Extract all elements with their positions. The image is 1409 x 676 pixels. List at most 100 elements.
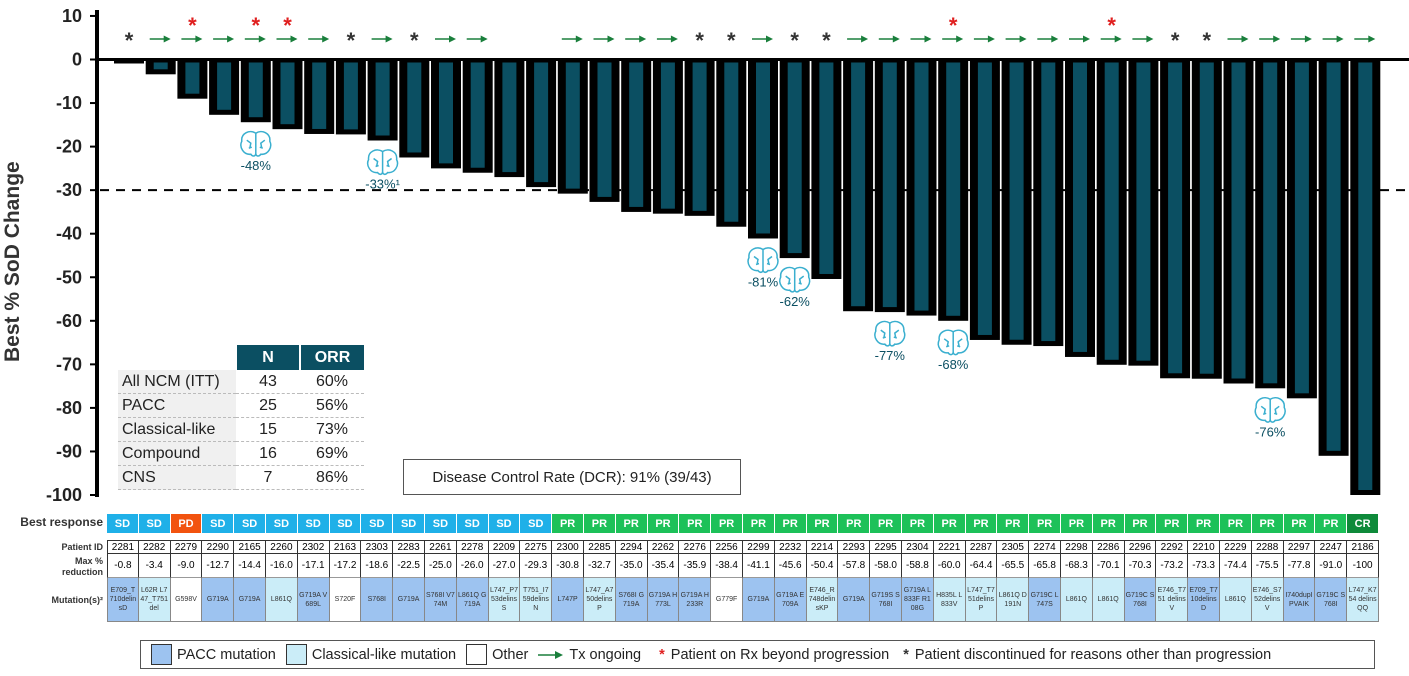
y-tick-label: -30 <box>56 180 82 200</box>
response-badge: PR <box>997 514 1030 533</box>
response-badge: SD <box>488 514 521 533</box>
patient-id-cell: 2214 <box>806 540 839 554</box>
bar <box>819 62 834 274</box>
patient-id-cell: 2262 <box>647 540 680 554</box>
patient-id-cell: 2163 <box>329 540 362 554</box>
summary-n: 43 <box>236 370 300 394</box>
arrow-head-icon <box>956 35 964 43</box>
max-reduction-cell: -58.8 <box>902 554 934 578</box>
y-tick-label: 10 <box>62 6 82 26</box>
arrow-head-icon <box>575 35 583 43</box>
mutation-cell: G719A H233R <box>679 578 712 622</box>
y-tick-label: -70 <box>56 354 82 374</box>
gray-asterisk-icon: * <box>1203 28 1212 53</box>
max-reduction-cell: -41.1 <box>743 554 775 578</box>
orr-summary-table: N ORR All NCM (ITT) 43 60% PACC 25 56% Classica… <box>117 345 364 490</box>
response-badge: SD <box>329 514 362 533</box>
mutation-cell: G719A L833F R108G <box>902 578 934 622</box>
response-badge: SD <box>361 514 394 533</box>
gray-asterisk-icon: * <box>125 28 134 53</box>
bar <box>914 62 929 311</box>
mutation-cell: G779F <box>711 578 743 622</box>
bar <box>660 62 675 209</box>
response-badge: SD <box>138 514 171 533</box>
response-badge: PR <box>711 514 743 533</box>
bar <box>153 62 168 70</box>
mutation-cell: L861Q <box>266 578 298 622</box>
summary-row: CNS 7 86% <box>118 465 364 490</box>
patient-id-cell: 2282 <box>138 540 171 554</box>
max-reduction-cell: -74.4 <box>1220 554 1252 578</box>
gray-asterisk-icon: * <box>790 28 799 53</box>
mutation-cell: S768I G719A <box>615 578 648 622</box>
summary-label: Classical-like <box>118 417 236 442</box>
mutation-cell: S720F <box>329 578 362 622</box>
max-reduction-cell: -17.2 <box>329 554 362 578</box>
max-reduction-cell: -32.7 <box>584 554 616 578</box>
max-reduction-cell: -64.4 <box>965 554 998 578</box>
y-tick-label: -40 <box>56 224 82 244</box>
response-badge: PR <box>1124 514 1157 533</box>
summary-orr: 86% <box>300 465 364 490</box>
cns-response-label: -33%¹ <box>365 177 400 192</box>
arrow-head-icon <box>227 35 235 43</box>
legend-beyond-label: Patient on Rx beyond progression <box>670 646 890 663</box>
classical-swatch <box>285 644 307 665</box>
patient-id-cell: 2274 <box>1029 540 1061 554</box>
patient-id-cell: 2296 <box>1124 540 1157 554</box>
arrow-head-icon <box>163 35 171 43</box>
legend: PACC mutation Classical-like mutation Ot… <box>140 640 1375 669</box>
arrow-head-icon <box>1114 35 1122 43</box>
cns-response-label: -68% <box>938 357 969 372</box>
y-tick-label: -90 <box>56 441 82 461</box>
response-badge: PR <box>1156 514 1189 533</box>
red-asterisk-icon: * <box>949 13 958 38</box>
arrow-head-icon <box>1273 35 1281 43</box>
response-badge: PR <box>647 514 680 533</box>
patient-id-cell: 2256 <box>711 540 743 554</box>
bar <box>1199 62 1214 374</box>
bar <box>1104 62 1119 360</box>
legend-discontinued: * Patient discontinued for reasons other … <box>903 647 1271 663</box>
red-asterisk-icon: * <box>252 13 261 38</box>
y-tick-label: -100 <box>46 485 82 505</box>
cns-response-label: -77% <box>875 348 906 363</box>
max-reduction-cell: -3.4 <box>138 554 171 578</box>
bar <box>1294 62 1309 394</box>
arrow-head-icon <box>607 35 615 43</box>
max-reduction-cell: -29.3 <box>520 554 553 578</box>
arrow-head-icon <box>1146 35 1154 43</box>
bar <box>217 62 232 110</box>
gray-asterisk-icon: * <box>727 28 736 53</box>
response-badge: PR <box>965 514 998 533</box>
max-reduction-cell: -70.1 <box>1092 554 1125 578</box>
row-label-patient-id: Patient ID <box>61 542 103 552</box>
mutation-cell: L861Q D191N <box>997 578 1030 622</box>
arrow-head-icon <box>290 35 298 43</box>
response-badge: SD <box>202 514 235 533</box>
max-reduction-cell: -18.6 <box>361 554 394 578</box>
max-reduction-cell: -14.4 <box>234 554 266 578</box>
bar-outline <box>114 59 144 64</box>
max-reduction-cell: -75.5 <box>1251 554 1284 578</box>
cns-response-label: -81% <box>748 274 779 289</box>
patient-id-cell: 2305 <box>997 540 1030 554</box>
bar <box>851 62 866 307</box>
bar <box>787 62 802 254</box>
mutation-cell: G719A <box>393 578 425 622</box>
patient-id-cell: 2287 <box>965 540 998 554</box>
y-axis-title: Best % SoD Change <box>1 161 24 362</box>
mutation-cell: G719A <box>838 578 871 622</box>
patient-id-cell: 2302 <box>297 540 330 554</box>
mutation-cell: L747P <box>552 578 584 622</box>
arrow-head-icon <box>449 35 456 43</box>
gray-asterisk-icon: * <box>1171 28 1180 53</box>
summary-orr: 69% <box>300 441 364 466</box>
patient-id-cell: 2186 <box>1347 540 1379 554</box>
patient-id-cell: 2298 <box>1061 540 1093 554</box>
max-reduction-cell: -45.6 <box>774 554 807 578</box>
arrow-head-icon <box>766 35 773 43</box>
arrow-head-icon <box>480 35 488 43</box>
legend-pacc: PACC mutation <box>151 644 276 665</box>
bar <box>565 62 580 189</box>
